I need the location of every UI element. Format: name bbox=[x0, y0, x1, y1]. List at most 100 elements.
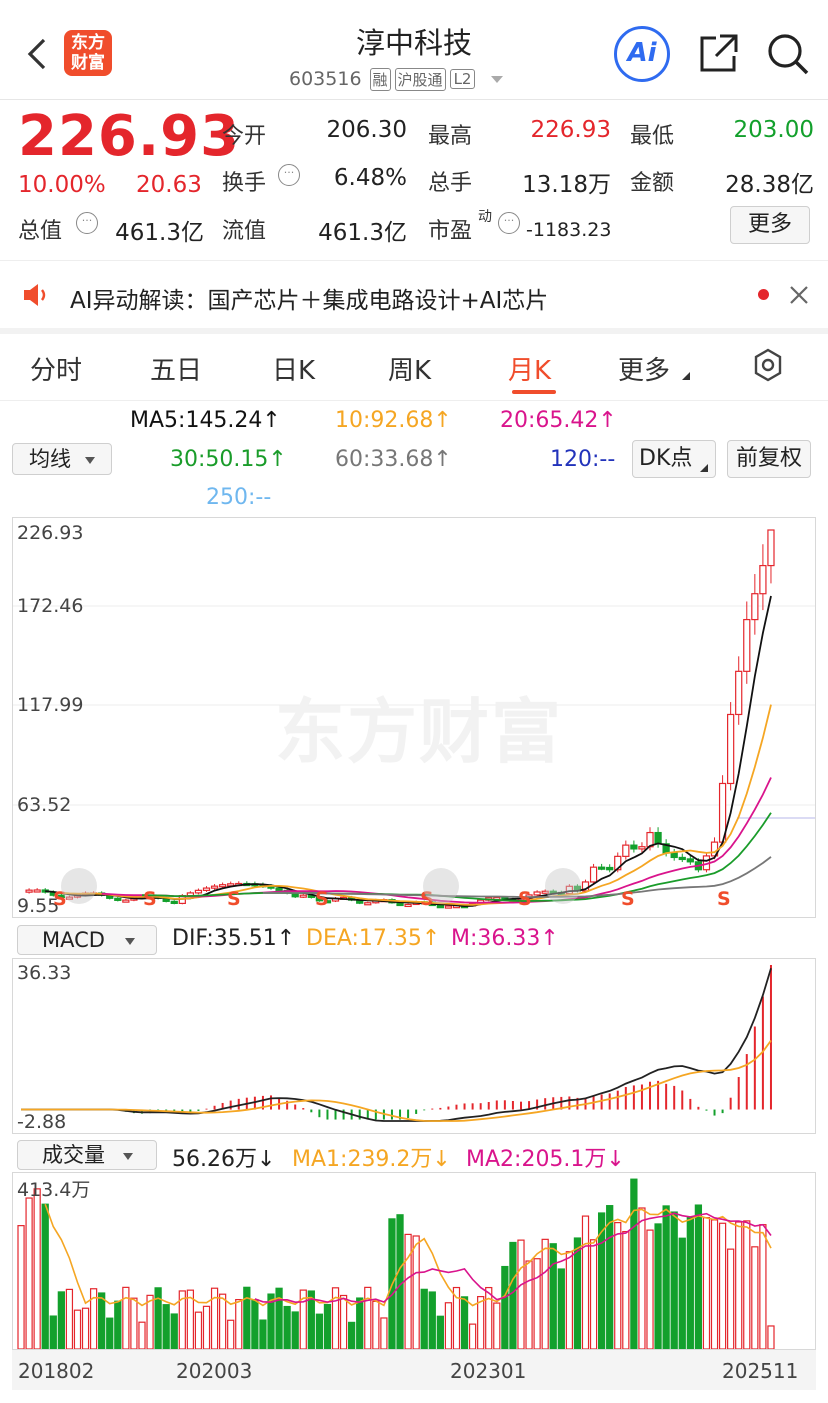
volume-bar bbox=[25, 1197, 33, 1349]
candle-body bbox=[275, 887, 283, 891]
scroll-left-button[interactable] bbox=[423, 868, 459, 904]
more-quote-button[interactable]: 更多 bbox=[730, 206, 810, 244]
settings-gear-icon[interactable] bbox=[751, 348, 785, 382]
tab-five-day[interactable]: 五日 bbox=[150, 356, 203, 386]
volume-bar bbox=[98, 1292, 106, 1349]
volume-bar bbox=[702, 1217, 711, 1349]
volume-bar bbox=[493, 1302, 501, 1349]
ai-assistant-icon[interactable]: Ai bbox=[614, 26, 670, 82]
volume-bar bbox=[509, 1241, 517, 1349]
sell-signal-marker[interactable]: S bbox=[717, 888, 731, 910]
label-high: 最高 bbox=[428, 124, 473, 149]
volume-bar bbox=[686, 1216, 694, 1349]
eastmoney-logo: 东方 财富 bbox=[64, 30, 112, 76]
volume-bar bbox=[114, 1300, 122, 1349]
volume-bar bbox=[646, 1229, 654, 1349]
volume-bar bbox=[186, 1289, 195, 1349]
macd-tick-bottom: -2.88 bbox=[17, 1111, 67, 1133]
candle-body bbox=[743, 618, 751, 672]
ma5-value: MA5:145.24↑ bbox=[130, 408, 281, 433]
volume-bar bbox=[404, 1233, 412, 1349]
volume-bar bbox=[743, 1220, 751, 1349]
info-icon[interactable]: ··· bbox=[278, 164, 300, 186]
volume-bar bbox=[331, 1287, 340, 1349]
volume-bar bbox=[275, 1287, 283, 1349]
volume-bar bbox=[138, 1321, 146, 1349]
volume-bar bbox=[678, 1237, 686, 1349]
volume-bar bbox=[235, 1298, 243, 1349]
info-icon[interactable]: ··· bbox=[76, 212, 98, 234]
tab-intraday[interactable]: 分时 bbox=[30, 356, 83, 386]
candle-body bbox=[751, 593, 759, 621]
price-tick-3: 117.99 bbox=[17, 694, 84, 716]
tab-more[interactable]: 更多 bbox=[618, 356, 671, 386]
value-pe: -1183.23 bbox=[526, 219, 612, 241]
label-pe: 市盈 bbox=[428, 219, 473, 244]
candle-body bbox=[678, 856, 686, 861]
ma10-value: 10:92.68↑ bbox=[335, 408, 452, 433]
sell-signal-marker[interactable]: S bbox=[227, 888, 241, 910]
volume-bar bbox=[267, 1293, 275, 1349]
price-tick-4: 63.52 bbox=[17, 794, 72, 816]
volume-bar bbox=[210, 1287, 219, 1349]
volume-bar bbox=[65, 1288, 74, 1349]
chart-watermark: 东方财富 bbox=[275, 691, 563, 773]
tab-active-underline bbox=[512, 390, 556, 394]
sell-signal-marker[interactable]: S bbox=[621, 888, 635, 910]
ma-select[interactable]: 均线 bbox=[12, 443, 112, 475]
chevron-down-icon[interactable] bbox=[491, 75, 504, 83]
tab-daily-k[interactable]: 日K bbox=[272, 356, 316, 386]
volume-bar bbox=[662, 1205, 670, 1349]
macd-chart-panel[interactable]: 36.33 -2.88 bbox=[12, 958, 816, 1134]
volume-bar bbox=[694, 1204, 703, 1349]
sell-signal-marker[interactable]: S bbox=[53, 888, 67, 910]
volume-bar bbox=[638, 1207, 646, 1349]
share-icon[interactable] bbox=[698, 32, 740, 74]
volume-bar bbox=[315, 1313, 324, 1349]
volume-bar bbox=[33, 1188, 41, 1349]
candle-body bbox=[541, 890, 549, 894]
ma250-value: 250:-- bbox=[206, 485, 272, 510]
scroll-left-button[interactable] bbox=[61, 868, 97, 904]
forward-adjust-button[interactable]: 前复权 bbox=[727, 440, 811, 478]
price-tick-2: 172.46 bbox=[17, 595, 84, 617]
volume-bar bbox=[767, 1325, 775, 1349]
volume-bar bbox=[170, 1313, 178, 1349]
dk-point-button[interactable]: DK点 bbox=[632, 440, 716, 478]
close-icon[interactable] bbox=[788, 284, 810, 306]
dk-arrow-icon bbox=[700, 464, 708, 472]
stock-code: 603516 bbox=[289, 68, 362, 90]
scroll-right-button[interactable] bbox=[545, 868, 581, 904]
volume-bar bbox=[581, 1215, 590, 1349]
volume-bar bbox=[573, 1237, 582, 1349]
sell-signal-marker[interactable]: S bbox=[315, 888, 329, 910]
volume-value: 56.26万↓ bbox=[172, 1147, 276, 1172]
tab-monthly-k[interactable]: 月K bbox=[508, 356, 552, 386]
volume-bar bbox=[218, 1293, 227, 1349]
volume-select[interactable]: 成交量 bbox=[17, 1140, 157, 1170]
ma60-value: 60:33.68↑ bbox=[335, 447, 452, 472]
ai-insight-text[interactable]: AI异动解读：国产芯片＋集成电路设计+AI芯片 bbox=[70, 288, 549, 314]
volume-bar bbox=[380, 1317, 388, 1349]
x-tick-202003: 202003 bbox=[176, 1359, 253, 1383]
sell-signal-marker[interactable]: S bbox=[420, 888, 434, 910]
candle-body bbox=[170, 900, 178, 904]
search-icon[interactable] bbox=[766, 32, 810, 76]
pe-dynamic-sup: 动 bbox=[478, 209, 492, 225]
sell-signal-marker[interactable]: S bbox=[518, 888, 532, 910]
label-turnover: 换手 bbox=[222, 171, 267, 196]
value-low: 203.00 bbox=[733, 117, 814, 143]
macd-select[interactable]: MACD bbox=[17, 925, 157, 955]
volume-chart-panel[interactable]: 413.4万 bbox=[12, 1172, 816, 1350]
candle-body bbox=[194, 889, 203, 894]
volume-chart-svg bbox=[17, 1178, 775, 1349]
label-market-cap: 总值 bbox=[18, 219, 63, 244]
value-open: 206.30 bbox=[326, 117, 407, 143]
back-icon[interactable] bbox=[24, 36, 52, 72]
kline-chart-panel[interactable]: 东方财富 226.93 172.46 117.99 63.52 9.55 S S S… bbox=[12, 517, 816, 918]
volume-bar bbox=[468, 1323, 477, 1349]
tab-weekly-k[interactable]: 周K bbox=[388, 356, 432, 386]
info-icon[interactable]: ··· bbox=[498, 212, 520, 234]
candle-body bbox=[589, 866, 598, 883]
sell-signal-marker[interactable]: S bbox=[143, 888, 157, 910]
